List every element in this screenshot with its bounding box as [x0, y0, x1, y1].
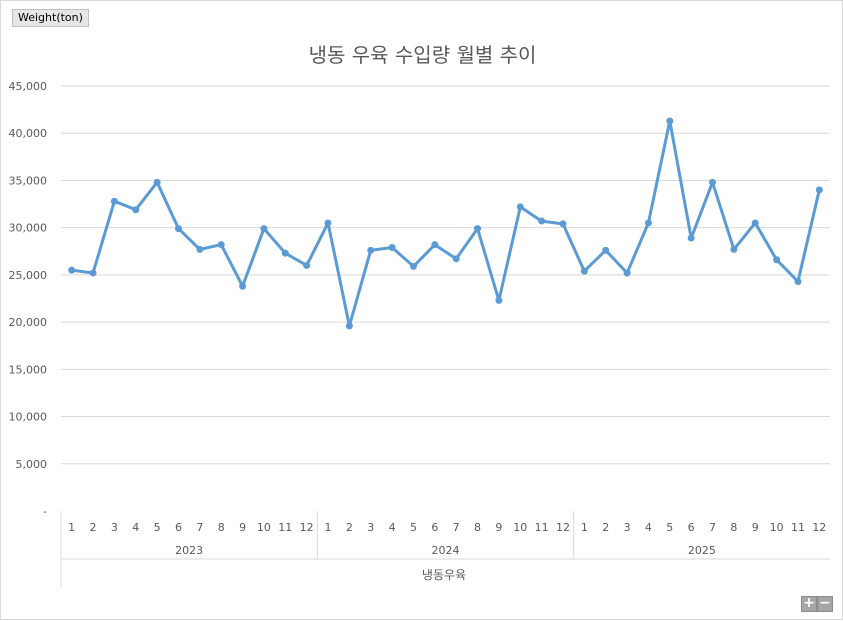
x-tick-label: 2 — [602, 521, 609, 534]
data-point — [89, 269, 97, 277]
y-tick-label: 20,000 — [9, 316, 48, 329]
x-tick-label: 7 — [709, 521, 716, 534]
data-point — [196, 245, 204, 253]
data-point — [815, 186, 823, 194]
data-point — [666, 117, 674, 125]
x-tick-label: 5 — [666, 521, 673, 534]
data-point — [431, 241, 439, 249]
y-tick-label: 45,000 — [9, 80, 48, 93]
x-tick-label: 12 — [556, 521, 570, 534]
data-point — [773, 256, 781, 264]
x-tick-label: 10 — [257, 521, 271, 534]
data-point — [495, 296, 503, 304]
y-tick-label: 30,000 — [9, 222, 48, 235]
x-tick-label: 1 — [581, 521, 588, 534]
data-point — [730, 245, 738, 253]
data-point — [709, 178, 717, 186]
data-point — [474, 225, 482, 233]
data-point — [452, 255, 460, 263]
data-point — [345, 322, 353, 330]
x-tick-label: 7 — [196, 521, 203, 534]
data-point — [538, 217, 546, 225]
x-tick-label: 12 — [300, 521, 314, 534]
x-tick-label: 10 — [513, 521, 527, 534]
x-tick-label: 9 — [239, 521, 246, 534]
x-tick-label: 4 — [132, 521, 139, 534]
x-tick-label: 11 — [278, 521, 292, 534]
data-point — [153, 178, 161, 186]
x-tick-label: 1 — [68, 521, 75, 534]
data-point — [580, 267, 588, 275]
y-tick-label: 25,000 — [9, 269, 48, 282]
data-point — [623, 269, 631, 277]
x-tick-label: 4 — [389, 521, 396, 534]
data-point — [132, 206, 140, 214]
data-point — [260, 225, 268, 233]
y-tick-label: 40,000 — [9, 127, 48, 140]
x-tick-label: 7 — [453, 521, 460, 534]
data-point — [281, 249, 289, 257]
data-point — [794, 278, 802, 285]
series-line — [71, 119, 821, 328]
x-tick-label: 9 — [495, 521, 502, 534]
gridlines — [61, 85, 830, 465]
data-point — [409, 262, 417, 270]
x-tick-label: 2 — [90, 521, 97, 534]
data-point — [324, 219, 332, 227]
data-point — [559, 220, 567, 228]
x-tick-label: 6 — [175, 521, 182, 534]
data-point — [367, 246, 375, 254]
zoom-in-button[interactable]: + — [801, 596, 817, 612]
x-tick-label: 8 — [730, 521, 737, 534]
y-tick-label: 5,000 — [16, 458, 48, 471]
x-tick-label: 1 — [325, 521, 332, 534]
x-group-label: 2023 — [175, 544, 203, 557]
x-tick-label: 3 — [111, 521, 118, 534]
data-point — [687, 234, 695, 242]
x-group-label: 2024 — [432, 544, 460, 557]
y-tick-label: 15,000 — [9, 363, 48, 376]
x-tick-label: 9 — [752, 521, 759, 534]
field-button-weight[interactable]: Weight(ton) — [12, 9, 89, 27]
x-axis-label: 냉동우육 — [422, 568, 466, 582]
data-point — [303, 261, 311, 269]
data-point — [516, 203, 524, 211]
x-group-label: 2025 — [688, 544, 716, 557]
x-tick-label: 8 — [218, 521, 225, 534]
zoom-out-button[interactable]: − — [817, 596, 833, 612]
data-point — [644, 219, 652, 227]
series-weight — [68, 117, 823, 330]
chart-title: 냉동 우육 수입량 월별 추이 — [308, 43, 537, 67]
x-tick-label: 2 — [346, 521, 353, 534]
x-tick-label: 12 — [812, 521, 826, 534]
x-tick-label: 5 — [410, 521, 417, 534]
y-tick-label: 10,000 — [9, 411, 48, 424]
x-tick-label: 3 — [367, 521, 374, 534]
x-tick-label: 11 — [791, 521, 805, 534]
x-tick-label: 3 — [624, 521, 631, 534]
x-tick-label: 11 — [535, 521, 549, 534]
y-tick-label: - — [43, 505, 47, 518]
y-tick-label: 35,000 — [9, 174, 48, 187]
x-tick-label: 6 — [688, 521, 695, 534]
data-point — [217, 241, 225, 249]
x-tick-label: 10 — [770, 521, 784, 534]
data-point — [68, 266, 76, 274]
data-point — [602, 246, 610, 254]
data-point — [751, 219, 759, 227]
x-tick-label: 4 — [645, 521, 652, 534]
y-axis-ticks: - 5,000 10,000 15,000 20,000 25,000 30,000 35,0… — [9, 80, 48, 518]
x-tick-label: 8 — [474, 521, 481, 534]
x-tick-label: 6 — [431, 521, 438, 534]
data-point — [174, 225, 182, 233]
data-point — [239, 282, 247, 290]
data-point — [388, 244, 396, 251]
data-point — [110, 197, 118, 205]
x-tick-label: 5 — [154, 521, 161, 534]
